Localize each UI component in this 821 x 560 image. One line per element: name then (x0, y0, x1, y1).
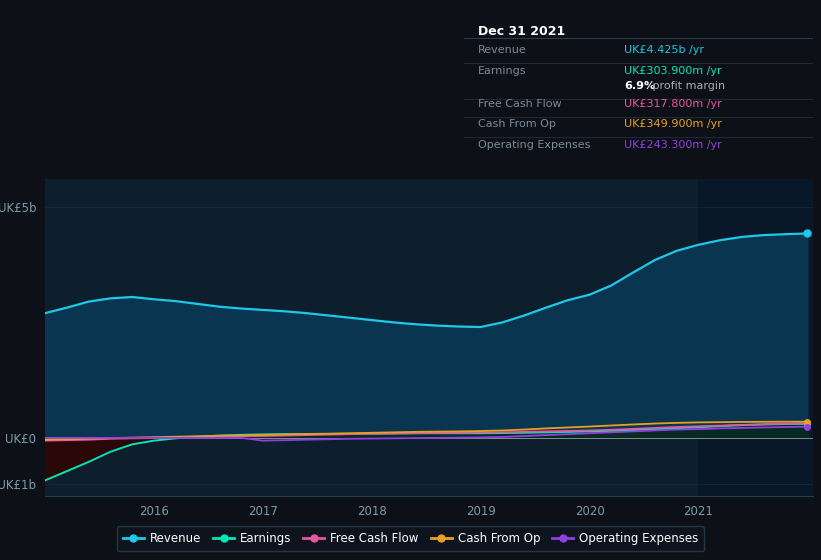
Legend: Revenue, Earnings, Free Cash Flow, Cash From Op, Operating Expenses: Revenue, Earnings, Free Cash Flow, Cash … (117, 526, 704, 551)
Text: Dec 31 2021: Dec 31 2021 (478, 25, 565, 38)
Text: Cash From Op: Cash From Op (478, 119, 556, 129)
Text: Free Cash Flow: Free Cash Flow (478, 100, 562, 109)
Text: Revenue: Revenue (478, 45, 526, 55)
Text: 6.9%: 6.9% (624, 81, 655, 91)
Text: profit margin: profit margin (649, 81, 725, 91)
Bar (699, 179, 813, 496)
Text: UK£349.900m /yr: UK£349.900m /yr (624, 119, 722, 129)
Text: Operating Expenses: Operating Expenses (478, 139, 590, 150)
Text: UK£303.900m /yr: UK£303.900m /yr (624, 66, 722, 76)
Text: UK£243.300m /yr: UK£243.300m /yr (624, 139, 722, 150)
Text: UK£4.425b /yr: UK£4.425b /yr (624, 45, 704, 55)
Text: UK£317.800m /yr: UK£317.800m /yr (624, 100, 722, 109)
Text: Earnings: Earnings (478, 66, 526, 76)
